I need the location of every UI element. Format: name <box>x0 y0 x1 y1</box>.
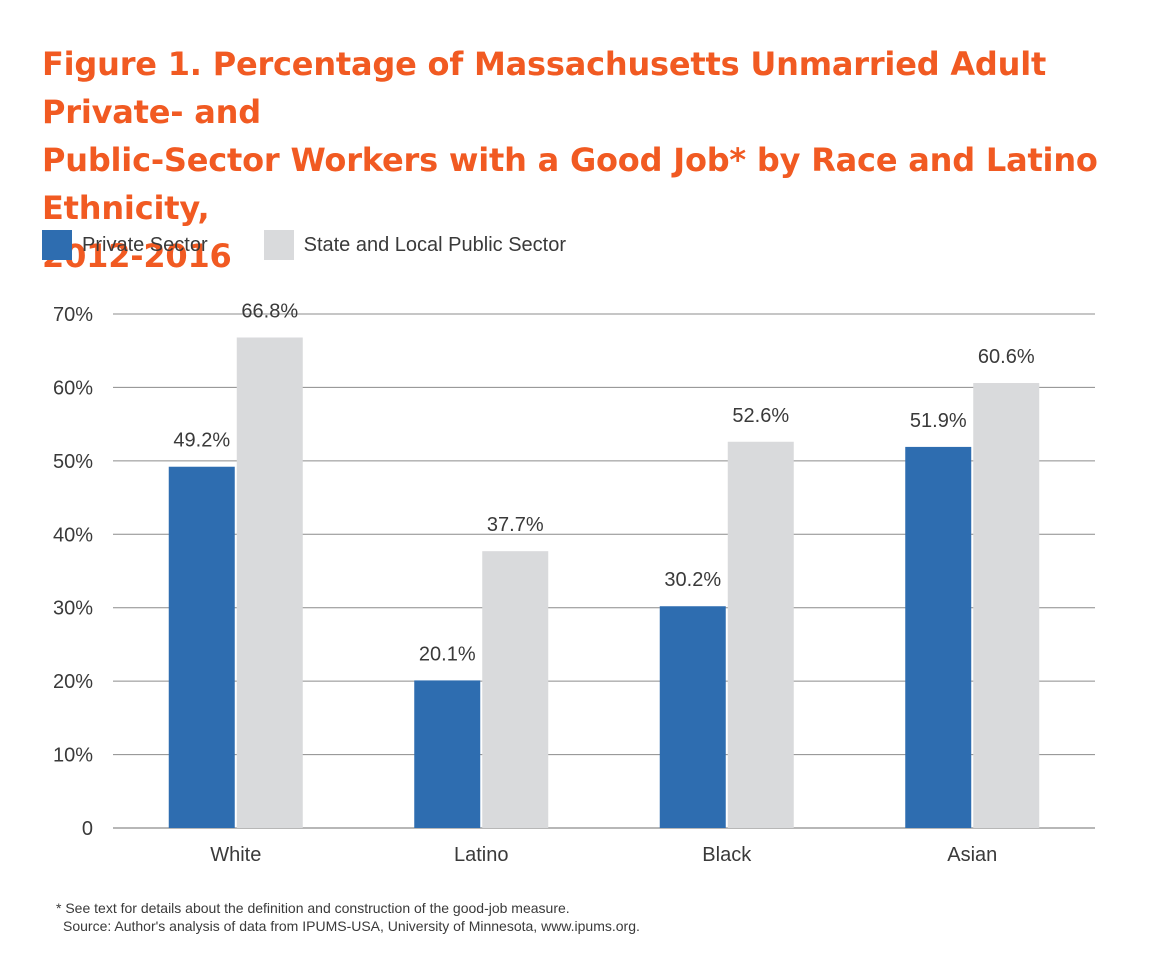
bar-chart: 0 10% 20% 30% 40% 50% 60% 70% 49.2% 66.8% White 20.… <box>53 300 1095 866</box>
y-tick-label-50: 50% <box>53 451 93 473</box>
data-label-public-latino: 37.7% <box>487 514 544 536</box>
bar-public-asian <box>973 383 1040 828</box>
legend-item-public: State and Local Public Sector <box>263 230 566 260</box>
data-label-public-asian: 60.6% <box>978 346 1035 368</box>
y-tick-label-70: 70% <box>53 304 93 326</box>
data-label-private-asian: 51.9% <box>910 410 967 432</box>
data-label-private-latino: 20.1% <box>419 643 476 665</box>
chart-title-line-3: 2012-2016 <box>42 237 232 275</box>
bar-private-white <box>168 466 235 828</box>
bar-public-latino <box>482 551 549 828</box>
x-tick-label-white: White <box>210 844 261 866</box>
x-tick-label-latino: Latino <box>454 844 509 866</box>
chart-title-line-2: Public-Sector Workers with a Good Job* b… <box>42 141 1098 227</box>
footnote-definition: * See text for details about the definit… <box>56 900 570 916</box>
data-label-private-white: 49.2% <box>173 430 230 452</box>
legend-label-private: Private Sector <box>82 233 208 256</box>
chart-legend: Private Sector State and Local Public Se… <box>42 229 622 261</box>
bar-private-latino <box>414 680 481 828</box>
bar-public-white <box>236 337 303 828</box>
data-label-public-black: 52.6% <box>732 405 789 427</box>
y-tick-label-0: 0 <box>82 818 93 840</box>
footnotes: * See text for details about the definit… <box>56 899 640 935</box>
legend-swatch-private <box>42 230 72 260</box>
y-tick-label-40: 40% <box>53 524 93 546</box>
legend-item-private: Private Sector <box>42 230 208 260</box>
y-tick-label-60: 60% <box>53 377 93 399</box>
y-tick-label-10: 10% <box>53 745 93 767</box>
legend-label-public: State and Local Public Sector <box>303 233 566 256</box>
chart-title-line-1: Figure 1. Percentage of Massachusetts Un… <box>42 45 1047 131</box>
legend-swatch-public <box>263 230 294 260</box>
x-tick-label-asian: Asian <box>947 844 997 866</box>
bar-private-asian <box>905 446 972 828</box>
chart-title: Figure 1. Percentage of Massachusetts Un… <box>42 40 1132 280</box>
bar-public-black <box>727 441 794 828</box>
data-label-public-white: 66.8% <box>241 300 298 322</box>
x-tick-label-black: Black <box>702 844 752 866</box>
data-label-private-black: 30.2% <box>664 569 721 591</box>
y-tick-label-30: 30% <box>53 598 93 620</box>
bar-private-black <box>659 606 726 828</box>
y-tick-label-20: 20% <box>53 671 93 693</box>
footnote-source: Source: Author's analysis of data from I… <box>63 918 640 934</box>
